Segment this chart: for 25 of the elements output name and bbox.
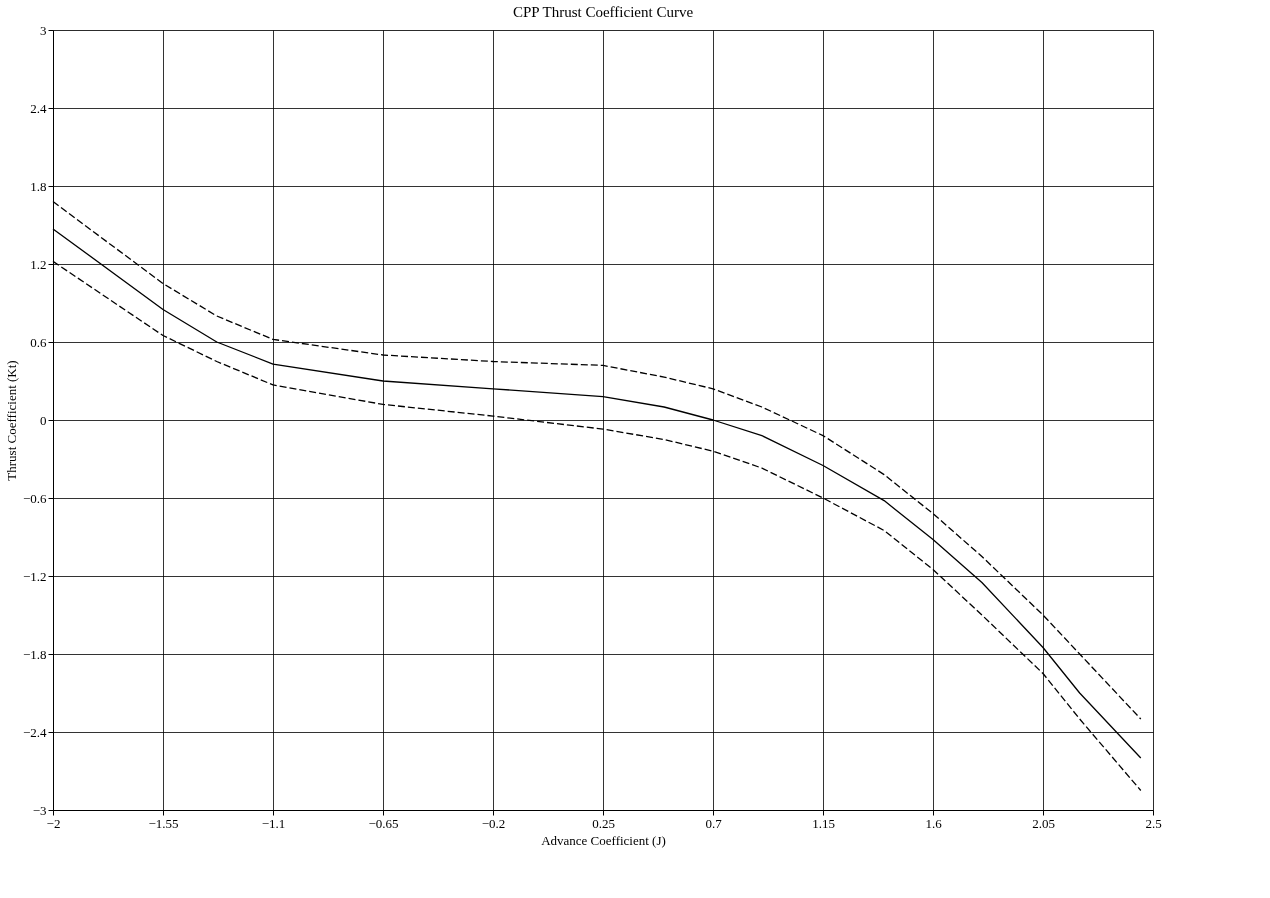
x-tick-label: −1.1: [261, 815, 286, 831]
x-tick-label: −1.55: [148, 815, 179, 831]
y-tick-label: −1.8: [22, 646, 47, 662]
y-tick-label: 1.8: [30, 178, 47, 194]
x-tick-label: 1.15: [812, 815, 835, 831]
x-tick-label: −0.65: [368, 815, 399, 831]
y-tick-label: 0: [40, 412, 47, 428]
x-tick-label: 0.7: [705, 815, 723, 831]
y-tick-label: 3: [40, 22, 47, 38]
x-axis-title: Advance Coefficient (J): [541, 832, 666, 848]
y-tick-label: 1.2: [30, 256, 47, 272]
x-tick-label: 1.6: [925, 815, 943, 831]
chart-title: CPP Thrust Coefficient Curve: [512, 4, 694, 20]
x-tick-label: 2.5: [1145, 815, 1162, 831]
x-tick-label: −2: [46, 815, 61, 831]
y-tick-label: −1.2: [22, 568, 47, 584]
y-tick-label: −3: [32, 802, 47, 818]
x-tick-label: −0.2: [481, 815, 506, 831]
y-axis-title: Thrust Coefficient (Kt): [3, 360, 19, 481]
y-tick-label: −0.6: [22, 490, 47, 506]
y-tick-label: 2.4: [30, 100, 47, 116]
x-tick-label: 0.25: [592, 815, 615, 831]
y-tick-label: −2.4: [22, 724, 47, 740]
x-tick-label: 2.05: [1032, 815, 1055, 831]
y-tick-label: 0.6: [30, 334, 47, 350]
